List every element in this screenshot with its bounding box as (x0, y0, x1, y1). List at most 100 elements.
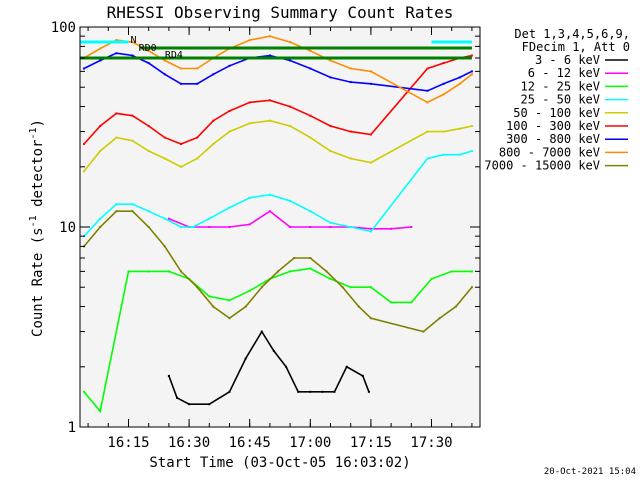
data-point (349, 81, 352, 84)
data-point (212, 119, 215, 122)
data-point (390, 301, 393, 304)
data-point (196, 136, 199, 139)
y-tick-label: 100 (51, 20, 76, 36)
data-point (289, 105, 292, 108)
data-point (369, 227, 372, 230)
data-point (442, 93, 445, 96)
data-point (341, 286, 344, 289)
data-point (410, 301, 413, 304)
data-point (115, 210, 118, 213)
data-point (329, 59, 332, 62)
data-point (426, 89, 429, 92)
data-point (272, 350, 275, 352)
data-point (454, 305, 457, 308)
data-point (180, 82, 182, 85)
data-point (163, 245, 166, 248)
legend-header: Det 1,3,4,5,6,9, (514, 27, 630, 41)
legend-label: 50 - 100 keV (513, 106, 600, 120)
data-point (115, 203, 118, 206)
data-point (329, 125, 332, 127)
data-point (426, 157, 429, 160)
data-point (147, 125, 150, 127)
data-point (228, 390, 231, 393)
data-point (248, 101, 251, 104)
data-point (349, 130, 352, 133)
data-point (248, 223, 251, 226)
data-point (442, 153, 445, 156)
data-point (390, 227, 393, 230)
data-point (430, 277, 433, 280)
legend-label: 100 - 300 keV (506, 119, 600, 133)
data-point (131, 54, 134, 57)
data-point (349, 67, 352, 70)
data-point (349, 286, 352, 289)
legend-label: 25 - 50 keV (521, 93, 600, 107)
data-point (99, 410, 102, 413)
data-point (309, 136, 312, 139)
data-point (268, 99, 271, 102)
data-point (309, 226, 312, 228)
data-point (180, 270, 182, 273)
axes-layer: 16:15 16:30 16:45 17:00 17:15 17:30 1 10 100 (51, 20, 481, 451)
data-point (196, 82, 199, 85)
data-point (309, 49, 312, 52)
data-point (470, 125, 473, 127)
data-point (329, 76, 332, 79)
data-point (228, 206, 231, 209)
data-point (329, 221, 332, 224)
series-4 (83, 150, 473, 238)
data-point (115, 112, 118, 115)
data-point (163, 59, 166, 62)
data-point (180, 67, 182, 70)
data-point (297, 390, 300, 393)
data-point (309, 114, 312, 117)
data-point (289, 59, 292, 62)
data-point (188, 403, 191, 406)
data-point (248, 289, 251, 292)
data-point (410, 226, 413, 228)
timestamp: 20-Oct-2021 15:04 (544, 467, 636, 477)
y-axis-label-sup2: -1 (28, 127, 39, 139)
data-point (268, 35, 271, 38)
data-point (470, 270, 473, 273)
data-point (321, 390, 324, 393)
data-point (147, 49, 150, 52)
data-point (176, 396, 178, 399)
data-point (450, 270, 453, 273)
data-point (268, 210, 271, 213)
data-point (289, 41, 292, 44)
data-point (147, 270, 150, 273)
data-point (228, 64, 231, 67)
data-point (180, 165, 182, 168)
legend-label: 6 - 12 keV (528, 66, 600, 80)
x-axis-label: Start Time (03-Oct-05 16:03:02) (149, 455, 410, 471)
x-tick-label: 16:15 (107, 435, 149, 451)
data-point (458, 127, 461, 130)
data-point (163, 157, 166, 160)
data-point (131, 203, 134, 206)
series-layer (83, 35, 473, 413)
data-point (369, 82, 372, 85)
data-point (180, 143, 182, 145)
data-point (212, 73, 215, 76)
data-point (167, 270, 170, 273)
data-point (147, 226, 150, 228)
data-point (470, 54, 473, 57)
y-axis-label-end: ) (30, 119, 46, 127)
data-point (115, 39, 118, 42)
data-point (163, 136, 166, 139)
legend-label: 800 - 7000 keV (499, 145, 600, 159)
data-point (228, 226, 231, 228)
data-point (99, 226, 102, 228)
data-point (147, 150, 150, 152)
data-point (442, 82, 445, 85)
data-point (458, 82, 461, 85)
data-point (248, 39, 251, 42)
data-point (367, 390, 370, 393)
data-point (244, 357, 247, 360)
data-point (244, 305, 247, 308)
data-point (470, 286, 473, 289)
x-tick-label: 17:00 (289, 435, 331, 451)
flag-n-label: N (130, 35, 136, 46)
